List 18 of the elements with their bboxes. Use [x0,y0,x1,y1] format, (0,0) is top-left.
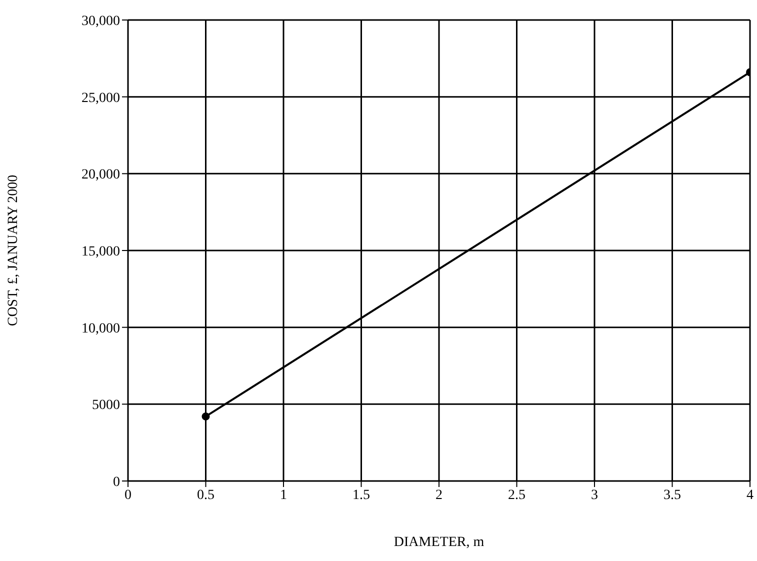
x-tick-label: 3.5 [664,488,681,503]
y-axis-title: COST, £, JANUARY 2000 [6,174,21,326]
x-tick-label: 3 [591,488,598,503]
x-tick-label: 0.5 [197,488,214,503]
x-tick-label: 4 [746,488,754,503]
x-tick-label: 2 [436,488,442,503]
y-tick-label: 15,000 [82,244,120,260]
x-tick-label: 0 [124,488,132,503]
x-axis-title: DIAMETER, m [394,535,484,550]
y-tick-label: 20,000 [82,168,120,183]
x-tick-label: 1 [280,488,287,503]
x-tick-label: 1.5 [352,488,370,503]
x-tick-label: 2.5 [508,488,526,503]
y-tick-label: 25,000 [82,90,120,106]
y-tick-label: 10,000 [82,321,120,336]
y-tick-label: 0 [113,474,120,490]
y-tick-label: 5000 [92,398,120,414]
y-tick-label: 30,000 [82,14,120,29]
